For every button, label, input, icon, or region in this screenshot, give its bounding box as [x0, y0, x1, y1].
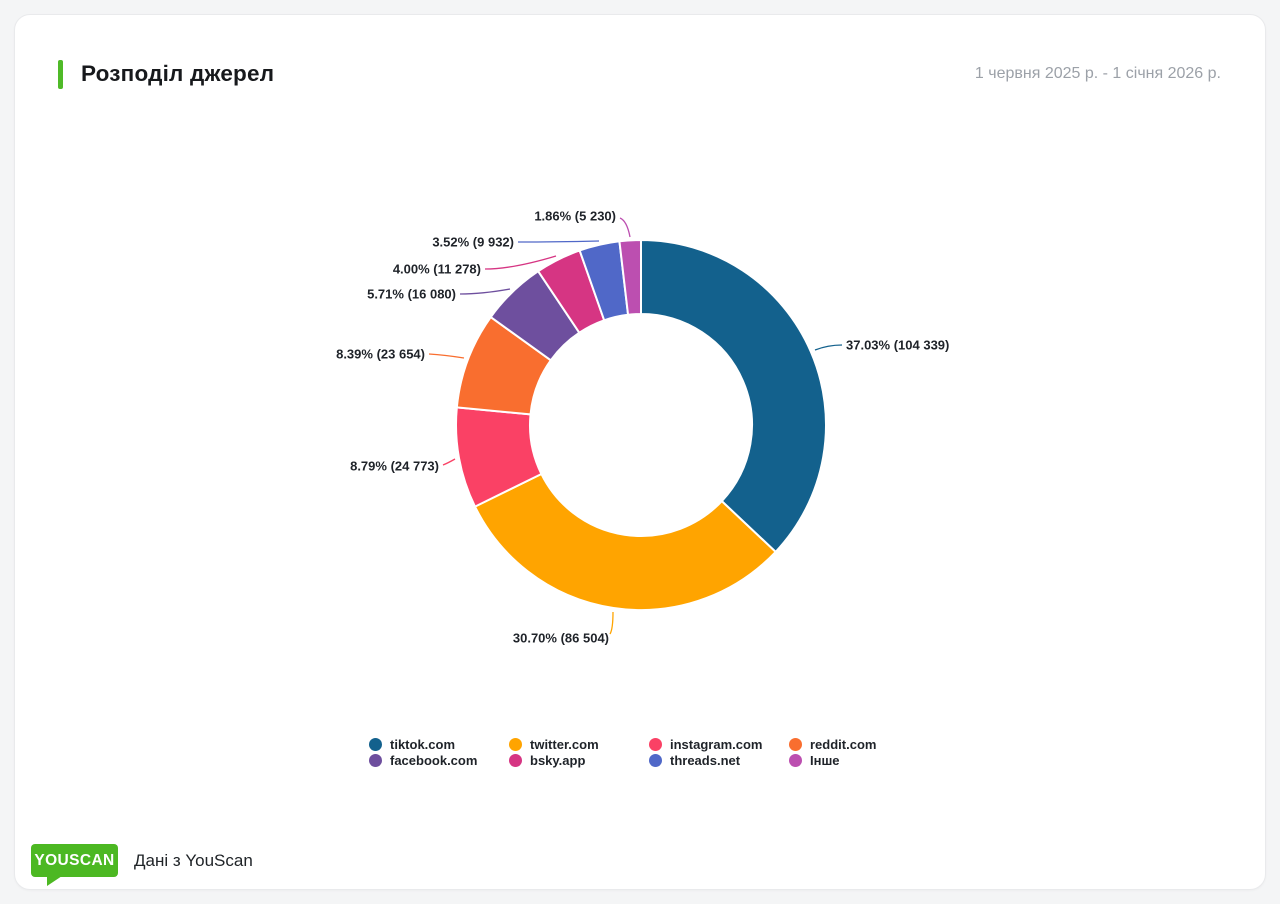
legend-label: facebook.com: [390, 753, 478, 769]
attribution-text: Дані з YouScan: [134, 850, 253, 870]
source-distribution-card: Розподіл джерел 1 червня 2025 р. - 1 січ…: [14, 14, 1266, 890]
legend-label: reddit.com: [810, 736, 877, 752]
slice-value-label: 5.71% (16 080): [367, 287, 456, 302]
legend-item-reddit-com[interactable]: reddit.com: [789, 736, 929, 753]
legend-dot: [789, 737, 802, 751]
slice-leader-line: [619, 217, 631, 238]
legend-label: twitter.com: [530, 736, 599, 752]
slice-leader-line: [814, 344, 843, 351]
slice-leader-line: [428, 353, 465, 359]
youscan-logo-text: YOUSCAN: [34, 851, 115, 869]
donut-chart: 37.03% (104 339) 30.70% (86 504) 8.79% (24…: [336, 209, 949, 646]
legend-item-twitter-com[interactable]: twitter.com: [509, 736, 649, 753]
legend-label: Інше: [810, 753, 840, 769]
legend-item-tiktok-com[interactable]: tiktok.com: [369, 736, 509, 753]
legend-dot: [369, 737, 382, 751]
legend-item-threads-net[interactable]: threads.net: [649, 753, 789, 770]
legend-label: threads.net: [670, 753, 741, 769]
donut-slice-tiktok-com[interactable]: [640, 239, 827, 553]
slice-value-label: 8.79% (24 773): [350, 459, 439, 474]
legend-dot: [509, 737, 522, 751]
legend-dot: [369, 754, 382, 768]
legend-item-bsky-app[interactable]: bsky.app: [509, 753, 649, 770]
slice-leader-line: [442, 458, 456, 466]
slice-value-label: 3.52% (9 932): [432, 235, 514, 250]
legend-dot: [509, 754, 522, 768]
youscan-logo-tail: [47, 876, 62, 886]
legend-item-instagram-com[interactable]: instagram.com: [649, 736, 789, 753]
legend-dot: [789, 754, 802, 768]
page-title: Розподіл джерел: [81, 61, 275, 86]
slice-leader-line: [484, 255, 557, 270]
legend-label: instagram.com: [670, 736, 763, 752]
footer: YOUSCAN Дані з YouScan: [31, 844, 253, 886]
slice-value-label: 1.86% (5 230): [534, 209, 616, 224]
slice-value-label: 4.00% (11 278): [393, 262, 481, 277]
legend-label: tiktok.com: [390, 736, 456, 752]
donut-slice-twitter-com[interactable]: [473, 472, 777, 611]
legend-item-Інше[interactable]: Інше: [789, 753, 929, 770]
youscan-logo: YOUSCAN: [31, 844, 118, 886]
date-range: 1 червня 2025 р. - 1 січня 2026 р.: [974, 65, 1221, 82]
legend-item-facebook-com[interactable]: facebook.com: [369, 753, 509, 770]
slice-leader-line: [609, 611, 614, 635]
legend-dot: [649, 737, 662, 751]
slice-value-label: 8.39% (23 654): [336, 347, 425, 362]
slice-value-label: 30.70% (86 504): [513, 631, 609, 646]
legend-label: bsky.app: [530, 753, 586, 769]
title-accent-bar: [58, 60, 63, 89]
slice-value-label: 37.03% (104 339): [846, 338, 949, 353]
slice-leader-line: [517, 240, 600, 243]
donut-slice-Інше[interactable]: [618, 238, 642, 316]
slice-leader-line: [459, 288, 511, 295]
chart-legend: tiktok.com twitter.com instagram.com reddit…: [369, 736, 929, 769]
legend-dot: [649, 754, 662, 768]
